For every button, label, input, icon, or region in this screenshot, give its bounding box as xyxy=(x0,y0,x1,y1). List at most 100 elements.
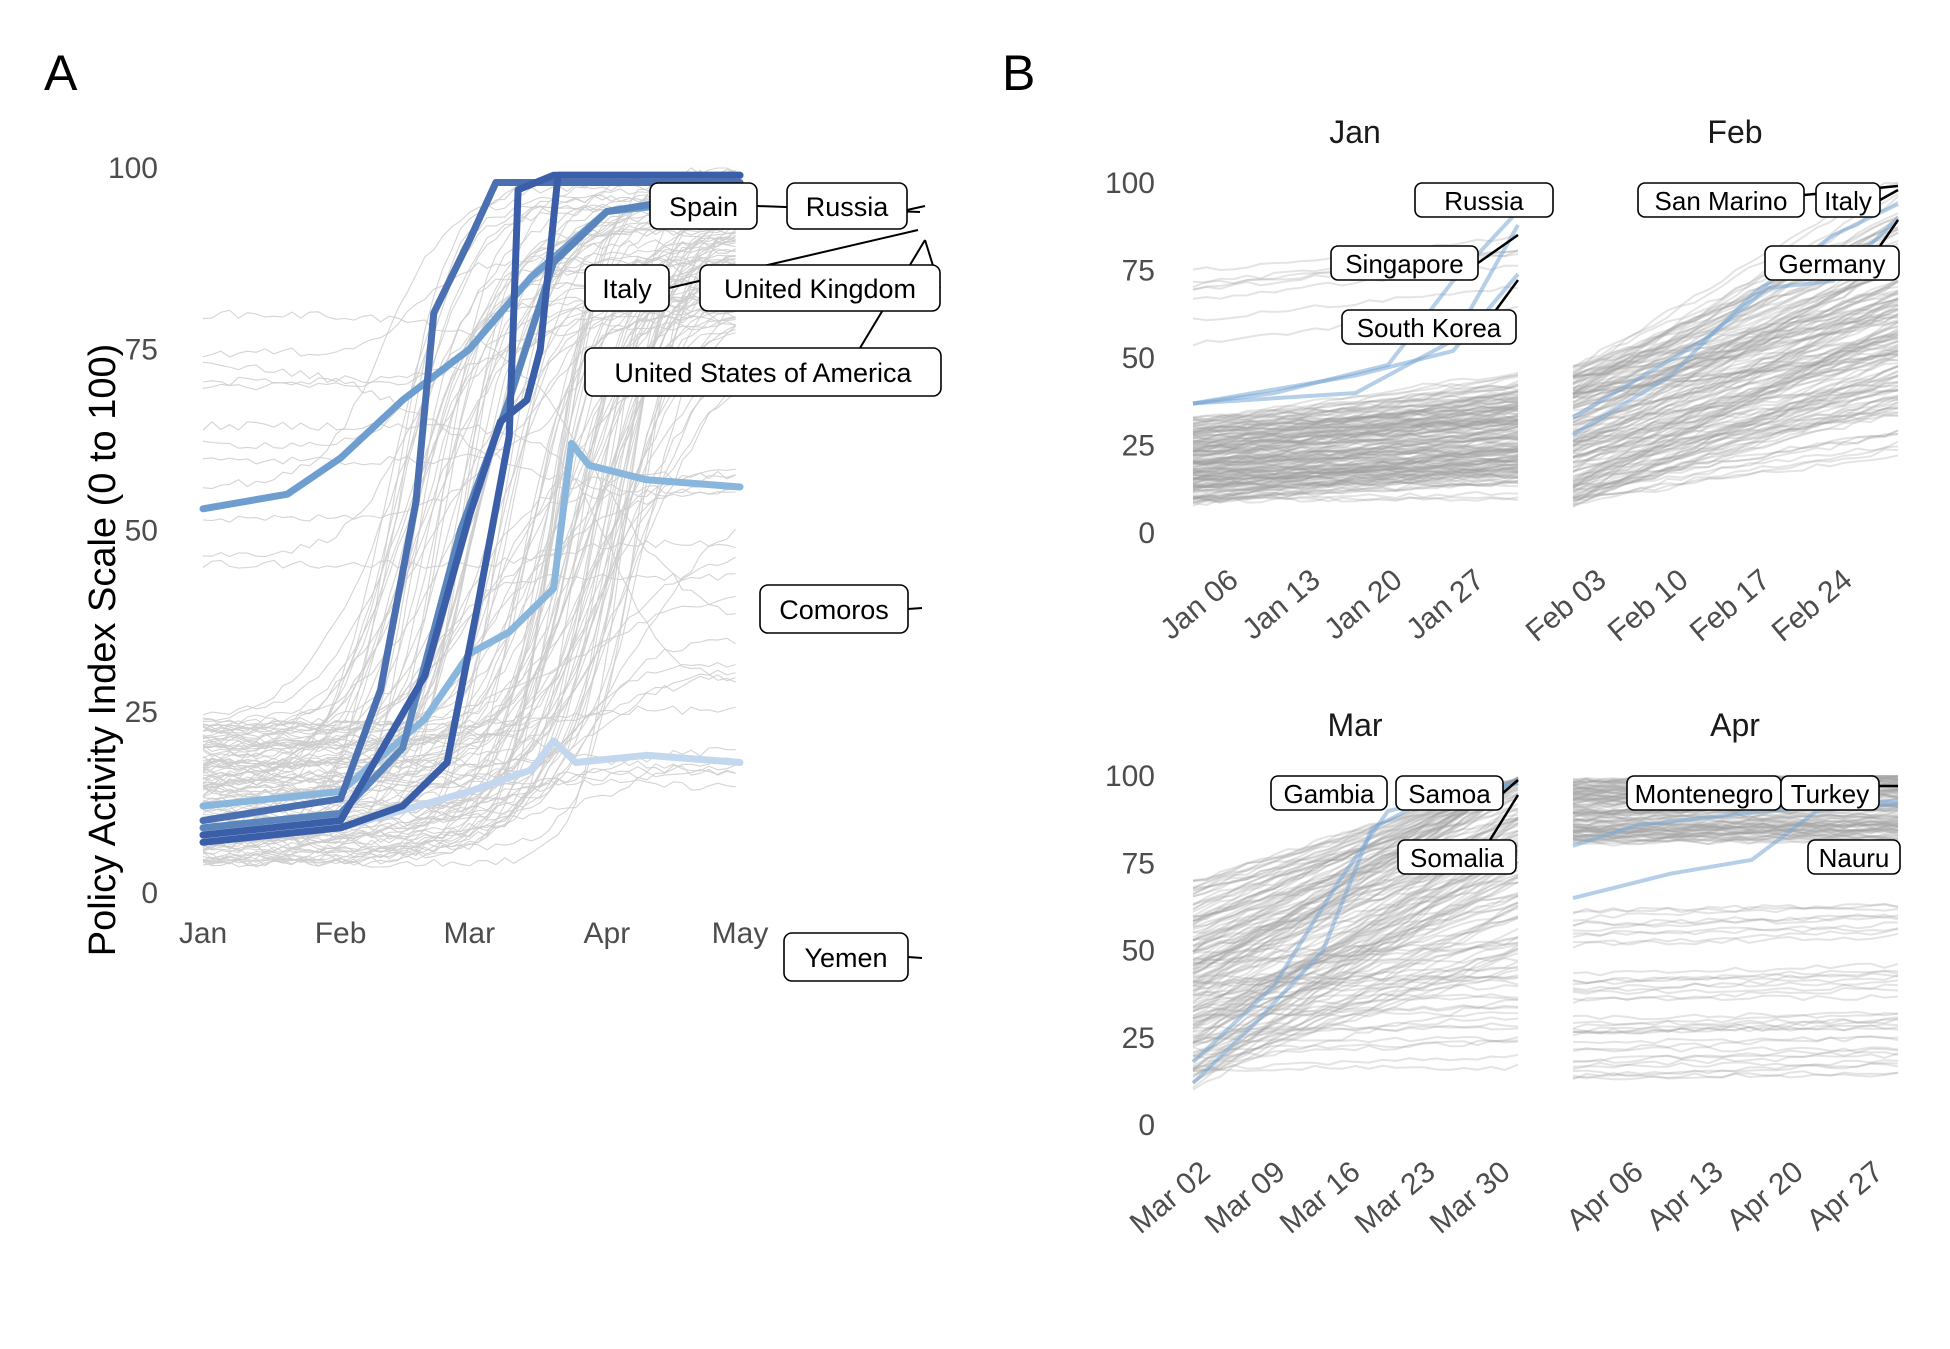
facet-background-line xyxy=(1572,829,1899,840)
panel-a-y-tick: 0 xyxy=(141,877,158,910)
label-yemen: Yemen xyxy=(783,932,909,982)
facet-background-line xyxy=(1192,894,1519,1000)
facet-background-line xyxy=(1572,309,1899,407)
facet-background-line xyxy=(1192,435,1519,469)
label-united-states: United States of America xyxy=(584,347,942,397)
facet-background-line xyxy=(1572,812,1899,822)
facet-background-line xyxy=(1572,398,1899,477)
facet-background-line xyxy=(1192,443,1519,465)
facet-background-line xyxy=(1192,450,1519,464)
facet-background-line xyxy=(1192,480,1519,489)
facet-background-line xyxy=(1572,320,1899,494)
facet-x-tick: Mar 02 xyxy=(1124,1155,1217,1240)
facet-background-line xyxy=(1192,445,1519,455)
label-apr-montenegro: Montenegro xyxy=(1626,775,1782,811)
facet-background-line xyxy=(1572,906,1899,914)
facet-background-line xyxy=(1572,835,1899,844)
facet-background-line xyxy=(1572,370,1899,493)
panel-a-y-tick: 100 xyxy=(108,152,158,185)
facet-background-line xyxy=(1572,255,1899,421)
facet-background-line xyxy=(1192,437,1519,465)
facet-background-line xyxy=(1572,816,1899,833)
label-jan-russia: Russia xyxy=(1414,182,1554,218)
facet-background-line xyxy=(1192,843,1519,1078)
facet-background-line xyxy=(1192,420,1519,436)
facet-background-line xyxy=(1192,415,1519,458)
facet-background-line xyxy=(1192,400,1519,455)
series-line-russia xyxy=(199,171,744,839)
facet-background-line xyxy=(1192,479,1519,490)
facet-background-line xyxy=(1572,445,1899,502)
facet-background-line xyxy=(1192,404,1519,452)
facet-background-line xyxy=(1192,407,1519,437)
facet-background-line xyxy=(1192,401,1519,434)
facet-background-line xyxy=(1192,397,1519,443)
facet-background-line xyxy=(1192,459,1519,487)
facet-background-line xyxy=(1192,435,1519,448)
facet-background-line xyxy=(1572,321,1899,489)
facet-background-line xyxy=(1572,411,1899,458)
svg-text:Nauru: Nauru xyxy=(1819,843,1890,873)
facet-background-line xyxy=(1192,445,1519,493)
facet-background-line xyxy=(1572,833,1899,840)
facet-background-line xyxy=(1192,905,1519,1017)
facet-background-line xyxy=(1192,809,1519,893)
facet-background-line xyxy=(1192,419,1519,462)
facet-background-line xyxy=(1572,819,1899,831)
facet-background-line xyxy=(1192,390,1519,423)
facet-background-line xyxy=(1192,458,1519,501)
facet-background-line xyxy=(1572,433,1899,482)
facet-background-line xyxy=(1192,414,1519,466)
facet-background-line xyxy=(1572,828,1899,845)
facet-y-tick: 75 xyxy=(1122,255,1155,288)
facet-background-line xyxy=(1572,432,1899,492)
facet-background-line xyxy=(1192,420,1519,450)
facet-background-line xyxy=(1572,970,1899,985)
facet-background-line xyxy=(1572,1017,1899,1033)
facet-background-line xyxy=(1192,447,1519,466)
facet-background-line xyxy=(1193,974,1519,987)
facet-background-line xyxy=(1192,469,1519,478)
facet-background-line xyxy=(1192,881,1519,1013)
facet-background-line xyxy=(1572,334,1899,498)
facet-background-line xyxy=(1192,442,1519,471)
facet-background-line xyxy=(1572,330,1899,489)
facet-x-tick: Apr 13 xyxy=(1641,1155,1730,1237)
facet-background-line xyxy=(1572,292,1899,393)
facet-background-line xyxy=(1192,944,1519,1054)
facet-background-line xyxy=(1192,1039,1519,1053)
facet-background-line xyxy=(1572,827,1899,835)
label-mar-samoa: Samoa xyxy=(1395,775,1504,811)
facet-background-line xyxy=(1192,392,1519,436)
facet-background-line xyxy=(1192,966,1519,985)
facet-background-line xyxy=(1192,403,1519,452)
label-united-kingdom: United Kingdom xyxy=(699,264,941,312)
svg-text:San Marino: San Marino xyxy=(1655,186,1788,216)
facet-background-line xyxy=(1572,337,1899,377)
panel-a-y-tick: 75 xyxy=(125,333,158,366)
facet-background-line xyxy=(1192,444,1519,492)
facet-x-tick: Jan 20 xyxy=(1318,563,1408,646)
facet-background-line xyxy=(1572,193,1899,385)
facet-background-line xyxy=(1572,986,1899,1004)
facet-background-line xyxy=(1573,1035,1899,1051)
facet-background-line xyxy=(1192,781,1519,977)
facet-background-line xyxy=(1192,450,1519,490)
facet-background-line xyxy=(1192,397,1519,422)
facet-background-line xyxy=(1192,440,1519,475)
facet-highlight-line xyxy=(1192,224,1520,406)
facet-apr-lines xyxy=(1572,774,1899,1081)
facet-background-line xyxy=(1192,373,1519,428)
facet-background-line xyxy=(1192,794,1519,906)
facet-background-line xyxy=(1572,271,1899,384)
facet-background-line xyxy=(1192,462,1519,483)
facet-x-tick: Jan 06 xyxy=(1154,563,1244,646)
facet-background-line xyxy=(1192,430,1519,442)
background-series-line xyxy=(202,222,736,794)
facet-background-line xyxy=(1192,852,1519,1019)
facet-background-line xyxy=(1192,442,1519,460)
label-feb-italy: Italy xyxy=(1815,182,1881,218)
facet-x-tick: Feb 10 xyxy=(1602,563,1695,648)
facet-background-line xyxy=(1572,262,1899,419)
